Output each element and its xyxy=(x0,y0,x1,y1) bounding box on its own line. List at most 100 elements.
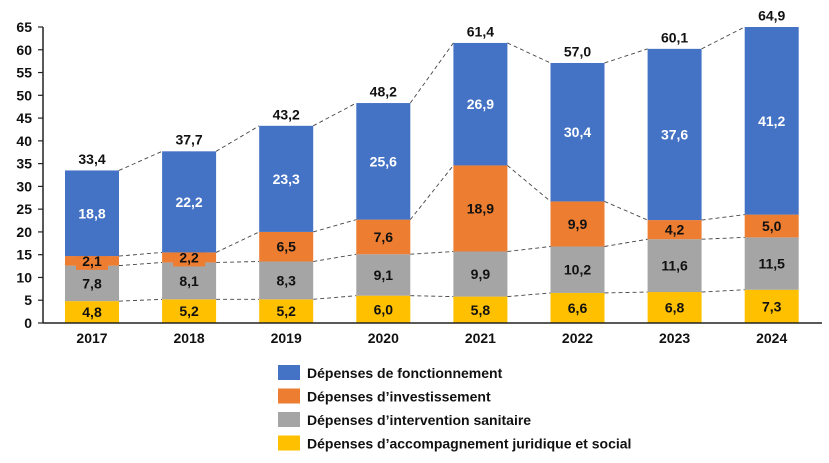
data-label: 9,9 xyxy=(568,216,588,232)
connector-line xyxy=(118,261,163,267)
connector-line xyxy=(701,26,745,50)
data-label: 6,5 xyxy=(276,239,296,255)
total-label: 61,4 xyxy=(467,23,494,39)
data-label: 9,9 xyxy=(471,266,491,282)
y-tick-label: 5 xyxy=(24,292,32,308)
total-label: 33,4 xyxy=(78,151,105,167)
connector-line xyxy=(215,125,260,152)
connector-line xyxy=(604,238,648,247)
bar-segment xyxy=(356,254,411,296)
data-label: 26,9 xyxy=(467,96,494,112)
data-label: 23,3 xyxy=(273,171,300,187)
legend-swatch xyxy=(278,412,300,427)
data-label: 4,8 xyxy=(82,304,102,320)
bar-segment xyxy=(356,103,411,220)
y-tick-label: 15 xyxy=(16,247,32,263)
connector-line xyxy=(313,219,357,233)
bar-segment xyxy=(162,262,217,300)
bar-segment xyxy=(744,214,799,238)
connector-line xyxy=(215,231,260,253)
bar-segment xyxy=(356,219,411,255)
bar-segment xyxy=(453,42,508,166)
connector-line xyxy=(410,295,454,298)
data-label: 18,8 xyxy=(78,205,105,221)
data-label: 6,0 xyxy=(374,301,394,317)
bar-segment xyxy=(259,125,314,232)
connector-line xyxy=(312,102,357,127)
data-label: 5,0 xyxy=(762,218,782,234)
x-tick-label: 2022 xyxy=(562,330,593,346)
data-label: 30,4 xyxy=(564,124,591,140)
bar-segment xyxy=(356,295,411,323)
connector-line xyxy=(409,42,454,104)
bar-segment xyxy=(550,246,605,293)
total-label: 37,7 xyxy=(175,131,202,147)
connector-line xyxy=(216,261,260,263)
legend-swatch xyxy=(278,435,300,451)
y-tick-label: 55 xyxy=(16,65,32,81)
bar-segment xyxy=(550,201,605,247)
connector-line xyxy=(701,289,745,293)
legend-label: Dépenses d’accompagnement juridique et s… xyxy=(307,436,631,452)
total-label: 64,9 xyxy=(758,7,785,23)
y-tick-label: 50 xyxy=(16,87,32,103)
bar-segment xyxy=(259,261,314,300)
bar-segment xyxy=(65,170,119,257)
data-label: 7,6 xyxy=(374,229,394,245)
x-tick-label: 2018 xyxy=(174,330,205,346)
total-label: 57,0 xyxy=(564,43,591,59)
bar-segment xyxy=(453,251,508,297)
legend-swatch xyxy=(278,388,300,404)
data-label: 8,1 xyxy=(179,273,199,289)
connector-line xyxy=(410,251,454,255)
data-label: 41,2 xyxy=(758,113,785,129)
data-label: 10,2 xyxy=(564,262,591,278)
x-tick-label: 2020 xyxy=(368,330,399,346)
bar-segment xyxy=(647,292,702,323)
bar-segment xyxy=(162,151,217,253)
bar-segment xyxy=(744,237,799,290)
connector-line xyxy=(604,291,648,294)
bar-segment xyxy=(550,62,605,202)
bar-segment xyxy=(647,220,702,240)
connector-line xyxy=(604,200,648,221)
total-label: 48,2 xyxy=(370,84,397,100)
data-label: 5,2 xyxy=(276,303,296,319)
legend-label: Dépenses d’investissement xyxy=(307,389,491,405)
data-label: 11,5 xyxy=(758,256,785,272)
legend-label: Dépenses de fonctionnement xyxy=(307,365,503,381)
y-tick-label: 25 xyxy=(16,201,32,217)
connector-line xyxy=(118,298,163,302)
data-label: 8,3 xyxy=(276,272,296,288)
y-tick-label: 40 xyxy=(16,133,32,149)
data-label: 4,2 xyxy=(665,222,685,238)
bar-segment xyxy=(65,265,119,302)
bar-segment xyxy=(550,292,605,323)
x-tick-label: 2017 xyxy=(76,330,107,346)
bar-segment xyxy=(259,231,314,262)
data-label: 25,6 xyxy=(370,153,397,169)
bar-segment xyxy=(453,296,508,323)
bar-segment xyxy=(744,289,799,323)
connector-line xyxy=(118,150,163,171)
y-tick-label: 10 xyxy=(16,269,32,285)
connector-line xyxy=(313,253,357,262)
connector-line xyxy=(701,214,745,221)
data-label: 5,2 xyxy=(179,303,199,319)
connector-line xyxy=(507,165,551,202)
x-tick-label: 2019 xyxy=(271,330,302,346)
x-tick-label: 2023 xyxy=(659,330,690,346)
legend-swatch xyxy=(278,365,300,380)
data-label: 18,9 xyxy=(467,200,494,216)
bar-segment xyxy=(647,239,702,293)
total-label: 43,2 xyxy=(273,106,300,122)
x-tick-label: 2021 xyxy=(465,330,496,346)
data-label-background xyxy=(76,251,108,270)
x-tick-label: 2024 xyxy=(756,330,787,346)
data-label: 7,8 xyxy=(82,275,102,291)
bar-segment xyxy=(259,299,314,323)
total-label: 60,1 xyxy=(661,29,688,45)
data-label: 5,8 xyxy=(471,302,491,318)
y-tick-label: 30 xyxy=(16,178,32,194)
